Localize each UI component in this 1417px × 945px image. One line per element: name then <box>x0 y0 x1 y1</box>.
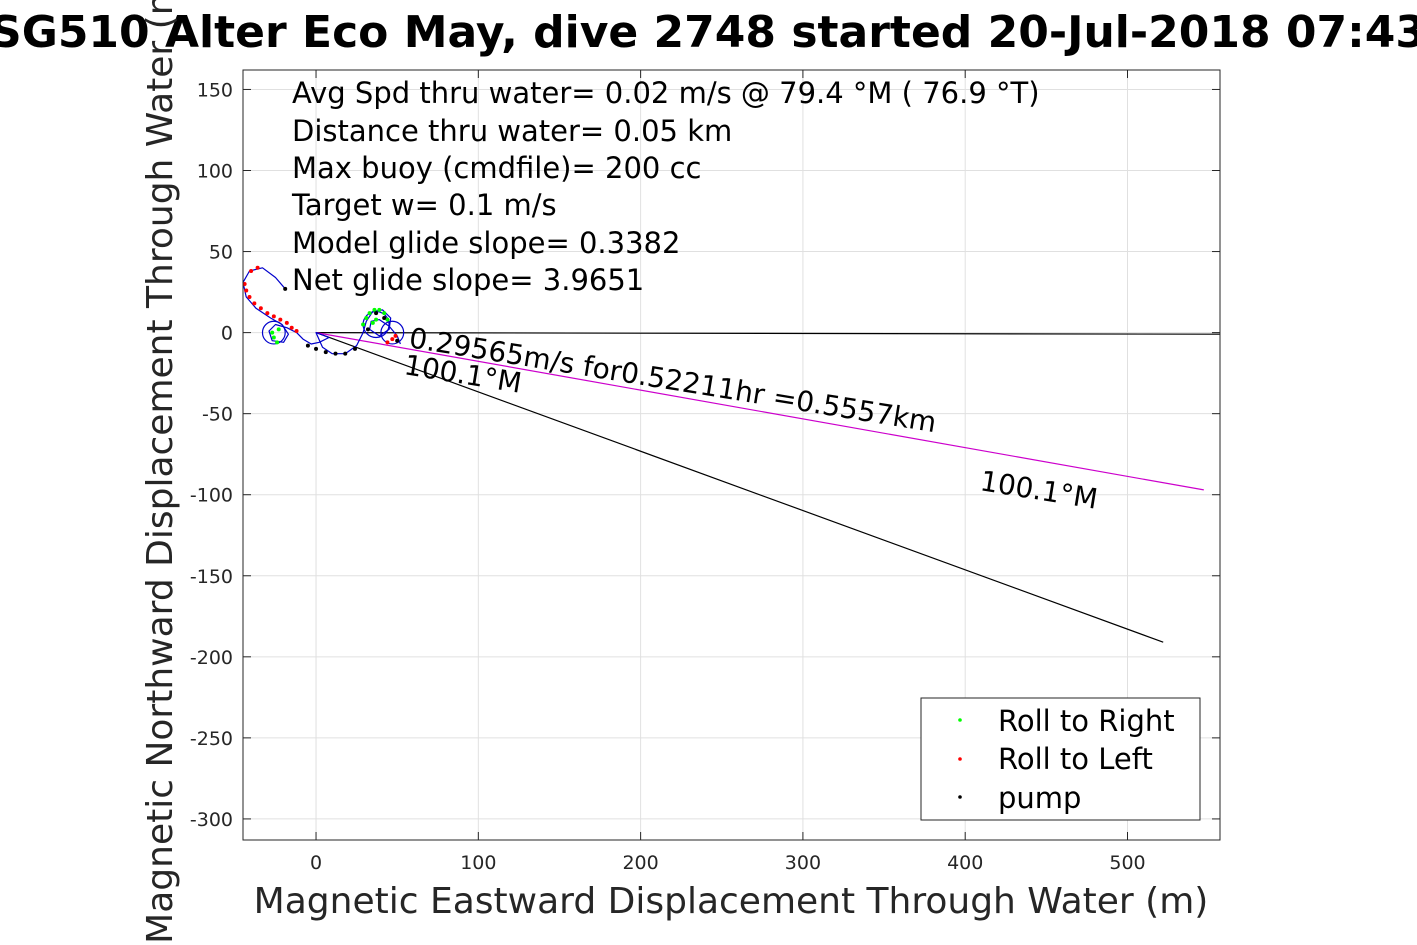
y-tick-label: -100 <box>190 485 233 507</box>
y-tick-label: -150 <box>190 566 233 588</box>
legend-label-roll-left: Roll to Left <box>998 742 1153 776</box>
y-tick-label: -250 <box>190 728 233 750</box>
point-roll-to-right <box>377 307 382 312</box>
data-points <box>242 265 400 356</box>
grid <box>243 70 1220 840</box>
point-roll-to-left <box>247 294 252 299</box>
point-pump <box>283 286 288 291</box>
point-roll-to-right <box>382 311 387 316</box>
point-pump <box>382 316 387 321</box>
annotation-max-buoy: Max buoy (cmdfile)= 200 cc <box>292 151 701 185</box>
legend: Roll to Right Roll to Left pump <box>920 697 1201 821</box>
point-roll-to-left <box>294 328 299 333</box>
point-pump <box>314 346 319 351</box>
point-roll-to-right <box>276 327 281 332</box>
track-loop <box>261 320 286 345</box>
point-roll-to-left <box>258 306 263 311</box>
x-axis-label: Magnetic Eastward Displacement Through W… <box>254 881 1209 922</box>
point-roll-to-left <box>252 301 257 306</box>
point-pump <box>374 311 379 316</box>
annotation-avg-speed: Avg Spd thru water= 0.02 m/s @ 79.4 °M (… <box>292 76 1040 110</box>
point-pump <box>323 350 328 355</box>
point-roll-to-left <box>255 265 260 270</box>
plot-area-frame <box>242 69 1221 841</box>
reference-lines <box>315 332 1221 643</box>
x-tick-label: 100 <box>460 852 496 874</box>
y-axis-label: Magnetic Northward Displacement Through … <box>140 0 181 944</box>
x-tick-label: 200 <box>622 852 658 874</box>
y-tick-label: -300 <box>190 809 233 831</box>
x-tick-label: 400 <box>947 852 983 874</box>
legend-marker-pump <box>958 795 962 799</box>
point-roll-to-left <box>244 288 249 293</box>
point-roll-to-left <box>278 317 283 322</box>
point-pump <box>352 346 357 351</box>
point-roll-to-left <box>265 311 270 316</box>
point-roll-to-left <box>284 320 289 325</box>
annotation-distance: Distance thru water= 0.05 km <box>292 114 732 148</box>
point-roll-to-right <box>385 317 390 322</box>
point-roll-to-left <box>390 337 395 342</box>
point-roll-to-left <box>249 269 254 274</box>
annotation-model-glide: Model glide slope= 0.3382 <box>292 226 680 260</box>
point-pump <box>395 338 400 343</box>
point-roll-to-right <box>370 320 375 325</box>
point-roll-to-right <box>367 311 372 316</box>
point-roll-to-right <box>271 335 276 340</box>
point-roll-to-left <box>271 314 276 319</box>
y-tick-label: 0 <box>221 323 233 345</box>
point-roll-to-right <box>374 317 379 322</box>
point-roll-to-right <box>361 322 366 327</box>
point-roll-to-left <box>385 340 390 345</box>
heading-line <box>315 332 1164 643</box>
axis-ticks: 0 100 200 300 400 500150100500-50-100-150-200… <box>190 70 1220 874</box>
y-tick-label: -50 <box>202 404 233 426</box>
point-roll-to-right <box>270 330 275 335</box>
baseline-line <box>315 332 1221 335</box>
point-pump <box>343 351 348 356</box>
point-roll-to-left <box>393 333 398 338</box>
legend-marker-roll-left <box>958 757 962 761</box>
point-pump <box>365 327 370 332</box>
y-tick-label: -200 <box>190 647 233 669</box>
track-loop <box>380 320 405 345</box>
x-tick-label: 300 <box>785 852 821 874</box>
point-roll-to-right <box>275 340 280 345</box>
annotation-block: Avg Spd thru water= 0.02 m/s @ 79.4 °M (… <box>291 76 1040 297</box>
y-tick-label: 150 <box>197 79 233 101</box>
point-roll-to-left <box>289 325 294 330</box>
annotation-net-glide: Net glide slope= 3.9651 <box>292 263 644 297</box>
point-roll-to-right <box>364 316 369 321</box>
y-tick-label: 100 <box>197 161 233 183</box>
legend-label-pump: pump <box>998 781 1081 815</box>
legend-label-roll-right: Roll to Right <box>998 704 1175 738</box>
x-tick-label: 500 <box>1109 852 1145 874</box>
current-line <box>315 332 1204 491</box>
legend-marker-roll-right <box>958 718 962 722</box>
legend-box <box>920 697 1201 821</box>
point-roll-to-left <box>242 281 247 286</box>
point-pump <box>305 343 310 348</box>
x-tick-label: 0 <box>310 852 322 874</box>
point-roll-to-right <box>372 307 377 312</box>
point-pump <box>333 351 338 356</box>
annotation-target-w: Target w= 0.1 m/s <box>291 188 557 222</box>
chart-title: SG510 Alter Eco May, dive 2748 started 2… <box>0 7 1417 58</box>
y-tick-label: 50 <box>209 242 233 264</box>
